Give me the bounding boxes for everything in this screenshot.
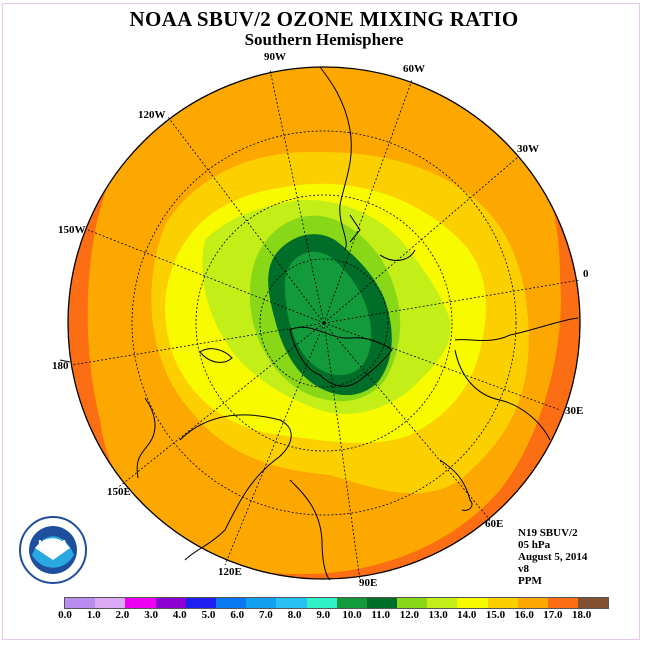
colorbar-swatch xyxy=(246,598,277,608)
ozone-band-8 xyxy=(284,251,372,376)
colorbar-tick-label: 12.0 xyxy=(399,609,420,621)
colorbar-tick-label: 16.0 xyxy=(514,609,534,621)
colorbar-swatch xyxy=(95,598,126,608)
colorbar-tick-label: 18.0 xyxy=(571,609,592,621)
lon-label: 150W xyxy=(58,224,86,236)
colorbar-swatch xyxy=(155,598,186,608)
map-boundary xyxy=(67,66,581,580)
graticule xyxy=(71,69,581,581)
colorbar-swatch xyxy=(548,598,579,608)
colorbar-tick-label: 0.0 xyxy=(58,609,72,621)
lon-label: 60W xyxy=(403,63,425,75)
info-level: 05 hPa xyxy=(518,539,551,551)
colorbar-swatch xyxy=(366,598,398,608)
colorbar-tick-label: 17.0 xyxy=(543,609,563,621)
colorbar-swatch xyxy=(517,598,548,608)
colorbar-tick-label: 6.0 xyxy=(230,609,245,621)
colorbar-tick-label: 10.0 xyxy=(342,609,362,621)
colorbar-tick-label: 13.0 xyxy=(428,609,448,621)
colorbar-swatch xyxy=(276,598,307,608)
colorbar-tick-label: 15.0 xyxy=(485,609,506,621)
colorbar-tick-label: 1.0 xyxy=(86,609,101,621)
info-date: August 5, 2014 xyxy=(518,551,588,563)
colorbar-tick-label: 3.0 xyxy=(144,609,158,621)
colorbar xyxy=(64,597,610,609)
info-units: PPM xyxy=(518,575,542,587)
colorbar-swatch xyxy=(65,598,96,608)
colorbar-swatch xyxy=(487,598,518,608)
lon-label: 120E xyxy=(218,566,242,578)
map-subtitle: Southern Hemisphere xyxy=(244,30,404,49)
colorbar-tick-label: 4.0 xyxy=(172,609,187,621)
lon-label: 30E xyxy=(565,405,584,417)
colorbar-tick-label: 8.0 xyxy=(287,609,302,621)
colorbar-tick-label: 9.0 xyxy=(316,609,331,621)
colorbar-swatch xyxy=(125,598,156,608)
colorbar-tick-label: 2.0 xyxy=(115,609,130,621)
lon-label: 90E xyxy=(359,577,378,589)
lon-label: 150E xyxy=(107,486,131,498)
colorbar-swatch xyxy=(215,598,247,608)
colorbar-swatch xyxy=(427,598,458,608)
info-version: v8 xyxy=(518,563,529,575)
info-satellite: N19 SBUV/2 xyxy=(518,527,578,539)
coastlines xyxy=(59,66,579,581)
map-title: NOAA SBUV/2 OZONE MIXING RATIO xyxy=(129,7,519,31)
lon-label: 90W xyxy=(264,51,286,63)
lon-label: 30W xyxy=(517,143,539,155)
colorbar-swatch xyxy=(397,598,428,608)
lon-label: 0 xyxy=(583,268,589,280)
colorbar-tick-label: 11.0 xyxy=(371,609,391,621)
colorbar-ticks: 0.0 1.0 2.0 3.0 4.0 5.0 6.0 7.0 8.0 9.0 10.0 11.0 12… xyxy=(50,609,610,623)
lon-label: 60E xyxy=(485,518,504,530)
colorbar-tick-label: 7.0 xyxy=(259,609,273,621)
colorbar-swatch xyxy=(578,598,609,608)
colorbar-swatch xyxy=(185,598,216,608)
colorbar-tick-label: 5.0 xyxy=(201,609,216,621)
lon-label: 180 xyxy=(52,360,69,372)
colorbar-swatch xyxy=(336,598,367,608)
colorbar-swatch xyxy=(457,598,488,608)
colorbar-swatch xyxy=(306,598,337,608)
colorbar-tick-label: 14.0 xyxy=(457,609,477,621)
product-info: N19 SBUV/2 05 hPa August 5, 2014 v8 PPM xyxy=(518,527,587,587)
figure-frame xyxy=(2,3,640,640)
lon-label: 120W xyxy=(138,109,166,121)
